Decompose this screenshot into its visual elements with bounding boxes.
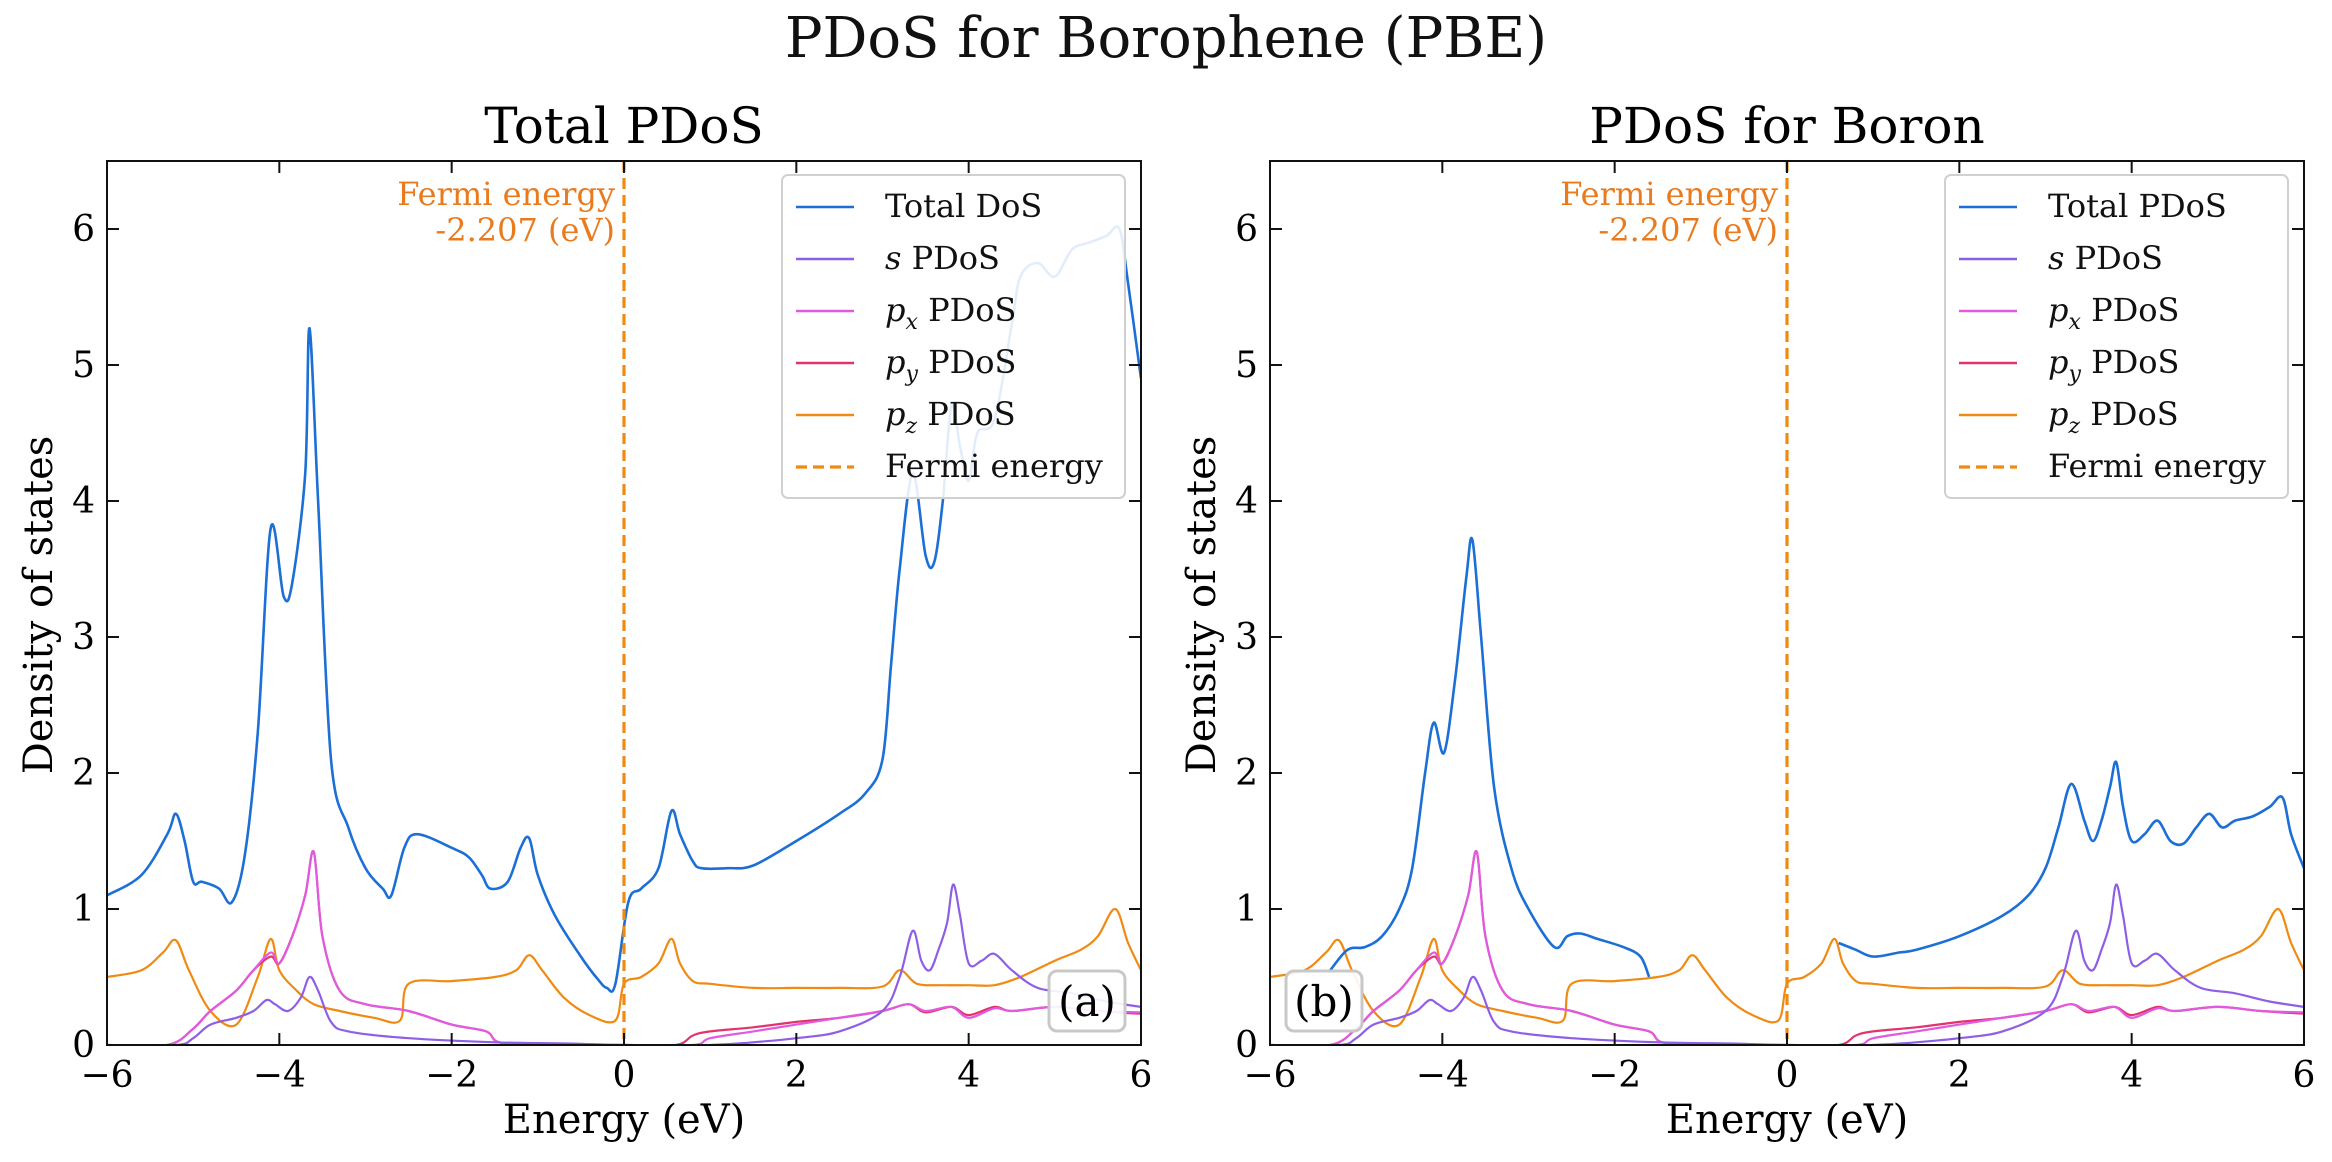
panel-tag-frame xyxy=(1284,969,1364,1033)
fermi-annotation-value: -2.207 (eV) xyxy=(435,211,615,249)
y-tick-label: 4 xyxy=(1235,481,1258,522)
s-series-line xyxy=(107,883,1141,1045)
legend-frame xyxy=(1944,174,2289,499)
panel-b-plot: Fermi energy-2.207 (eV)−6 −4 −2 0 2 4 60123456… xyxy=(1235,160,2316,1096)
x-tick-label: −6 xyxy=(80,1055,133,1096)
panel-tag-label: (a) xyxy=(1058,977,1116,1026)
legend-label-pz: pz PDoS xyxy=(885,395,1016,439)
panel-a-ylabel: Density of states xyxy=(16,436,62,775)
x-tick-label: −4 xyxy=(253,1055,306,1096)
figure-title: PDoS for Borophene (PBE) xyxy=(784,6,1548,71)
x-tick-label: 6 xyxy=(1130,1055,1153,1096)
y-tick-label: 3 xyxy=(72,617,95,658)
legend-label-total: Total PDoS xyxy=(2048,187,2227,225)
legend: Total DoS s PDoS px PDoS py PDoS pz PDoS Ferm… xyxy=(781,174,1126,499)
legend-label-px: px PDoS xyxy=(885,291,1016,335)
panel-a-xlabel: Energy (eV) xyxy=(503,1097,745,1143)
legend-label-py: py PDoS xyxy=(885,343,1016,387)
x-tick-label: 2 xyxy=(785,1055,808,1096)
panel-b-ylabel: Density of states xyxy=(1179,436,1225,775)
panel-b-title: PDoS for Boron xyxy=(1589,97,1984,155)
y-tick-label: 6 xyxy=(72,209,95,250)
x-tick-label: −6 xyxy=(1243,1055,1296,1096)
pz-series-line xyxy=(1270,907,2304,1028)
x-tick-label: −2 xyxy=(1588,1055,1641,1096)
legend-frame xyxy=(781,174,1126,499)
y-tick-label: 1 xyxy=(72,889,95,930)
total-series-line-segment xyxy=(1838,760,2304,958)
x-tick-label: 4 xyxy=(957,1055,980,1096)
y-tick-label: 5 xyxy=(72,345,95,386)
y-tick-label: 0 xyxy=(1235,1025,1258,1066)
panel-a: Total PDoS Fermi energy-2.207 (eV)−6 −4 −2… xyxy=(16,97,1152,1143)
x-tick-label: 4 xyxy=(2120,1055,2143,1096)
legend-label-s: s PDoS xyxy=(2048,239,2163,277)
total-series-line xyxy=(1329,536,1651,978)
x-tick-label: 6 xyxy=(2293,1055,2316,1096)
legend-label-fermi: Fermi energy xyxy=(2048,447,2266,485)
legend-label-pz: pz PDoS xyxy=(2048,395,2179,439)
y-tick-label: 2 xyxy=(1235,753,1258,794)
s-series-line xyxy=(1270,883,2304,1045)
x-tick-label: −2 xyxy=(425,1055,478,1096)
x-tick-label: 2 xyxy=(1948,1055,1971,1096)
y-tick-label: 2 xyxy=(72,753,95,794)
y-tick-label: 5 xyxy=(1235,345,1258,386)
panel-a-title: Total PDoS xyxy=(484,97,763,155)
legend-label-fermi: Fermi energy xyxy=(885,447,1103,485)
fermi-annotation-value: -2.207 (eV) xyxy=(1598,211,1778,249)
legend-label-px: px PDoS xyxy=(2048,291,2179,335)
panel-tag-label: (b) xyxy=(1294,977,1354,1026)
x-tick-label: 0 xyxy=(1776,1055,1799,1096)
y-tick-label: 3 xyxy=(1235,617,1258,658)
legend: Total PDoS s PDoS px PDoS py PDoS pz PDoS Fer… xyxy=(1944,174,2289,499)
fermi-annotation-label: Fermi energy xyxy=(397,175,615,213)
y-tick-label: 6 xyxy=(1235,209,1258,250)
x-tick-label: −4 xyxy=(1416,1055,1469,1096)
fermi-annotation-label: Fermi energy xyxy=(1560,175,1778,213)
panel-tag-frame xyxy=(1047,969,1127,1033)
y-tick-label: 0 xyxy=(72,1025,95,1066)
panel-b: PDoS for Boron Fermi energy-2.207 (eV)−6… xyxy=(1179,97,2315,1143)
y-tick-label: 1 xyxy=(1235,889,1258,930)
panel-b-xlabel: Energy (eV) xyxy=(1666,1097,1908,1143)
legend-label-s: s PDoS xyxy=(885,239,1000,277)
pz-series-line xyxy=(107,907,1141,1028)
y-tick-label: 4 xyxy=(72,481,95,522)
legend-label-total: Total DoS xyxy=(885,187,1042,225)
legend-label-py: py PDoS xyxy=(2048,343,2179,387)
panel-a-plot: Fermi energy-2.207 (eV)−6 −4 −2 0 2 4 60123456… xyxy=(72,160,1153,1096)
x-tick-label: 0 xyxy=(613,1055,636,1096)
